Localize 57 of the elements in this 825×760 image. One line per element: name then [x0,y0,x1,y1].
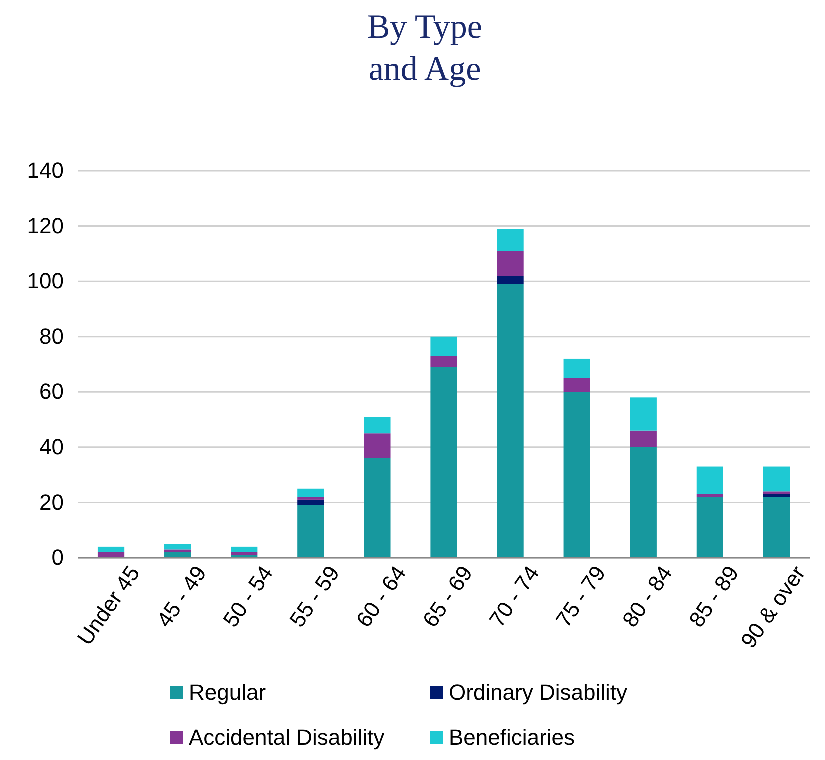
bar [430,356,458,368]
bar [231,552,258,556]
bar [497,251,524,276]
bar [696,466,724,494]
x-tick-label: 65 - 69 [418,561,478,632]
bar [164,550,192,552]
x-tick-label: 50 - 54 [218,561,278,632]
bar [630,430,657,448]
bar [564,392,590,558]
y-tick-label: 80 [40,324,64,349]
bar [630,398,657,431]
chart-title: By Type and Age [367,9,483,88]
bar [430,336,458,356]
y-tick-label: 120 [27,213,64,238]
y-tick-label: 60 [40,379,64,404]
bar [430,367,458,558]
bar [298,488,324,498]
x-tick-label: 45 - 49 [152,561,212,632]
bar [364,458,391,558]
y-tick-label: 140 [27,158,64,184]
bar [298,505,324,558]
bar [497,229,524,252]
legend-label: Beneficiaries [449,725,575,750]
x-tick-label: 85 - 89 [684,561,744,632]
bar [231,555,258,558]
bar [364,434,391,458]
x-tick-label: 60 - 64 [351,561,412,632]
legend-label: Accidental Disability [189,725,385,750]
y-tick-label: 0 [52,545,64,570]
bar [164,544,192,550]
bar [564,358,590,378]
bar [298,500,324,506]
bar [98,552,125,558]
bar [231,546,258,552]
bar [564,378,590,392]
bar [497,284,524,558]
bar [98,546,125,552]
y-tick-label: 40 [40,434,64,460]
bar [364,417,391,434]
x-tick-label: 70 - 74 [484,561,544,632]
bar [164,552,192,558]
bar [696,497,724,558]
legend-label: Ordinary Disability [449,680,628,705]
y-tick-label: 20 [40,490,64,515]
bar [763,497,790,558]
bar [497,276,524,284]
legend-label: Regular [189,680,266,705]
bar [696,494,724,498]
bar [298,497,324,500]
bar [763,466,790,492]
bar [763,492,790,494]
bar [630,447,657,558]
x-tick-label: 75 - 79 [550,561,611,632]
x-tick-label: 55 - 59 [284,561,345,632]
y-tick-label: 100 [27,268,64,294]
x-tick-label: 80 - 84 [618,561,678,632]
bar [763,494,790,498]
